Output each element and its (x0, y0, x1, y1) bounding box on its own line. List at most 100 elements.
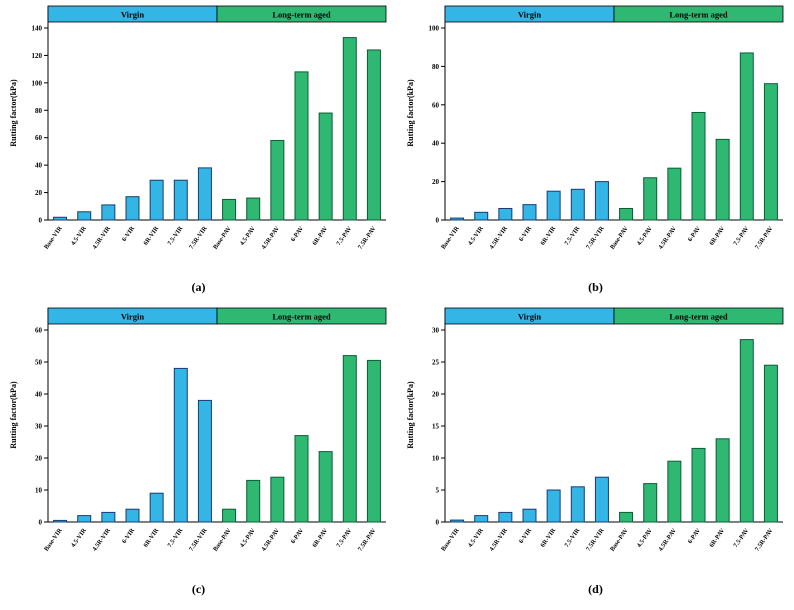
bar (318, 451, 333, 523)
bar (473, 211, 488, 221)
y-tick-label: 40 (432, 140, 440, 148)
bar (125, 508, 139, 523)
chart-caption-d: (d) (588, 582, 603, 596)
x-tick-label: 4.5-VIR (69, 527, 87, 549)
y-tick-label: 5 (435, 487, 439, 495)
x-tick-label: Base-VIR (42, 527, 63, 553)
x-tick-label: 7.5-VIR (563, 225, 581, 247)
bar (245, 197, 260, 221)
y-tick-label: 0 (38, 519, 42, 527)
y-tick-label: 100 (31, 79, 42, 87)
x-tick-label: 7.5R-VIR (584, 225, 605, 251)
chart-caption-c: (c) (191, 582, 206, 596)
bar (546, 190, 561, 221)
y-tick-label: 30 (35, 423, 43, 431)
x-tick-label: 4.5-PAV (635, 527, 653, 549)
y-tick-label: 30 (432, 327, 440, 335)
bar (149, 492, 164, 523)
x-tick-label: Base-PAV (211, 527, 232, 553)
y-tick-label: 10 (35, 487, 43, 495)
bar (100, 511, 115, 523)
x-tick-label: 7.5R-VIR (584, 527, 605, 553)
bar (522, 508, 536, 523)
chart-b: 0 20 40 60 80 100 Rutting factor(kPa) Virgin Lon… (406, 5, 783, 251)
x-tick-label: 7.5R-PAV (753, 225, 774, 251)
x-tick-label: 7.5-VIR (166, 225, 184, 247)
bar (642, 177, 657, 221)
y-tick-label: 0 (435, 519, 439, 527)
x-tick-label: 7.5R-VIR (187, 225, 208, 251)
x-tick-label: 4.5-PAV (238, 527, 256, 549)
bar (715, 438, 730, 523)
bar (691, 447, 705, 523)
bar (739, 339, 754, 523)
bar (52, 216, 67, 221)
y-tick-label: 60 (35, 327, 43, 335)
x-tick-label: 6-PAV (289, 225, 305, 243)
x-tick-label: 4.5-PAV (238, 225, 256, 247)
x-tick-label: 7.5-VIR (563, 527, 581, 549)
aged-header-band (216, 5, 386, 23)
bar (76, 515, 91, 523)
bar (763, 364, 778, 523)
x-tick-label: 6R-VIR (539, 527, 557, 549)
bar (149, 179, 164, 221)
bar (666, 460, 681, 523)
x-tick-label: Base-PAV (211, 225, 232, 251)
y-tick-label: 120 (31, 52, 42, 60)
aged-header-label: Long-term aged (272, 312, 331, 322)
bar (497, 511, 512, 523)
x-tick-label: 7.5-PAV (335, 225, 353, 247)
x-tick-label: Base-PAV (608, 225, 629, 251)
x-tick-label: 4.5-PAV (635, 225, 653, 247)
x-tick-label: 6R-PAV (311, 527, 329, 549)
y-tick-label: 60 (432, 101, 440, 109)
bar (197, 399, 212, 523)
y-tick-label: 20 (35, 189, 43, 197)
x-tick-label: 7.5R-PAV (356, 527, 377, 553)
aged-header-band (216, 307, 386, 325)
bar (546, 489, 561, 523)
y-tick-label: 15 (432, 423, 440, 431)
x-tick-label: 7.5R-VIR (187, 527, 208, 553)
bar (269, 139, 284, 221)
virgin-header-label: Virgin (517, 10, 541, 20)
y-tick-label: 20 (432, 178, 440, 186)
x-tick-label: 6R-VIR (539, 225, 557, 247)
aged-header-band (613, 5, 783, 23)
chart-a: 0 20 40 60 80 100 120 140 Rutting factor(kPa) Vir… (9, 5, 386, 251)
chart-panel-b: 0 20 40 60 80 100 Rutting factor(kPa) Virgin Lon… (397, 2, 794, 304)
bar (642, 483, 657, 523)
bar (366, 49, 381, 221)
x-tick-label: Base-VIR (439, 225, 460, 251)
bar (52, 519, 67, 523)
bar (318, 112, 333, 221)
y-tick-label: 80 (432, 63, 440, 71)
y-tick-label: 20 (35, 455, 43, 463)
bar (497, 207, 512, 221)
x-tick-label: 7.5-PAV (732, 225, 750, 247)
bar (197, 167, 212, 221)
y-tick-label: 60 (35, 134, 43, 142)
x-tick-label: 6-VIR (120, 225, 136, 243)
virgin-header-label: Virgin (120, 312, 144, 322)
bar (570, 486, 585, 523)
bar (691, 111, 705, 221)
virgin-header-label: Virgin (517, 312, 541, 322)
x-tick-label: 6R-VIR (142, 527, 160, 549)
bar (269, 476, 284, 523)
y-axis-label: Rutting factor(kPa) (406, 381, 415, 449)
x-tick-label: 4.5R-PAV (657, 527, 678, 553)
x-tick-label: 7.5-PAV (335, 527, 353, 549)
aged-header-label: Long-term aged (669, 312, 728, 322)
chart-d: 0 5 10 15 20 25 30 Rutting factor(kPa) Virgin Lon… (406, 307, 783, 553)
bar (449, 217, 464, 221)
bar (594, 181, 609, 221)
x-tick-label: 4.5-VIR (69, 225, 87, 247)
bar (570, 188, 585, 221)
x-tick-label: 4.5R-VIR (488, 527, 509, 553)
bar (618, 207, 633, 221)
bar (739, 52, 754, 221)
aged-header-label: Long-term aged (669, 10, 728, 20)
